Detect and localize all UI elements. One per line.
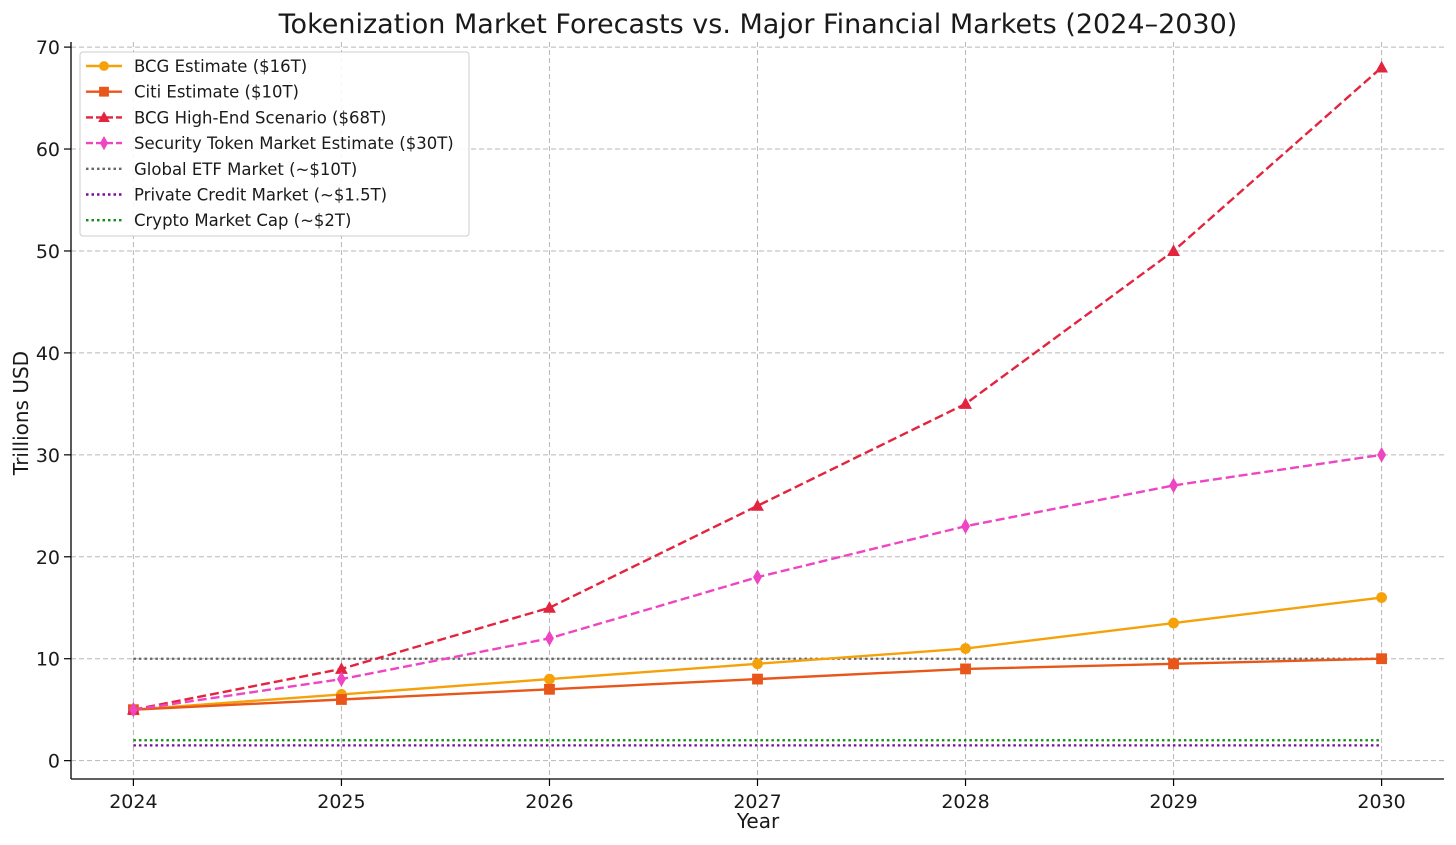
legend-label: Citi Estimate ($10T) [134,83,299,102]
data-point-diamond [1377,447,1387,463]
data-point-circle [99,61,109,71]
data-point-diamond [1169,477,1179,494]
legend-label: Private Credit Market (~$1.5T) [134,186,387,205]
legend: BCG Estimate ($16T) Citi Estimate ($10T) B… [79,51,470,237]
x-tick-label: 2027 [733,791,781,813]
data-point-triangle [1167,244,1180,256]
data-point-square [752,673,763,685]
y-tick-label: 10 [36,649,60,671]
data-point-diamond [336,671,346,687]
legend-label: Global ETF Market (~$10T) [134,160,357,179]
data-point-circle [1376,592,1387,603]
data-point-triangle [751,499,764,511]
data-point-square [99,86,109,97]
series-markers [126,60,1389,718]
data-point-square [1376,653,1387,665]
data-point-triangle [543,601,556,613]
chart-title: Tokenization Market Forecasts vs. Major … [278,9,1238,40]
data-point-diamond [961,518,970,535]
x-tick-label: 2026 [525,791,573,813]
data-point-triangle [959,397,972,409]
data-point-triangle [98,111,110,122]
y-tick-label: 20 [36,547,60,569]
axes [64,42,1444,786]
data-point-circle [1168,617,1179,629]
y-tick-label: 30 [36,445,60,467]
x-tick-label: 2030 [1357,791,1405,813]
data-point-circle [752,658,763,670]
tick-labels: 2024 2025 2026 2027 2028 2029 2030010203040506… [36,37,1406,813]
x-tick-label: 2028 [941,791,989,813]
legend-label: Security Token Market Estimate ($30T) [134,134,454,153]
y-tick-label: 0 [48,751,60,773]
y-tick-label: 70 [36,37,60,59]
data-point-triangle [1375,60,1389,73]
x-tick-label: 2029 [1149,791,1197,813]
y-tick-label: 60 [36,139,60,161]
data-point-square [960,663,971,675]
data-point-circle [544,673,555,685]
data-point-square [1168,658,1179,670]
data-point-diamond [753,569,762,585]
data-point-diamond [99,135,109,151]
legend-box [79,51,470,237]
y-axis-label: Trillions USD [9,351,33,476]
data-point-diamond [128,701,138,718]
y-tick-label: 50 [36,241,60,263]
x-axis-label: Year [736,809,780,833]
legend-label: BCG High-End Scenario ($68T) [134,108,386,127]
data-point-circle [960,643,971,654]
data-point-square [544,683,555,695]
data-point-diamond [545,630,554,647]
x-tick-label: 2024 [109,791,157,813]
y-tick-label: 40 [36,343,60,365]
x-tick-label: 2025 [317,791,365,813]
legend-label: Crypto Market Cap (~$2T) [134,211,351,230]
legend-label: BCG Estimate ($16T) [134,57,307,76]
data-point-square [336,694,347,705]
